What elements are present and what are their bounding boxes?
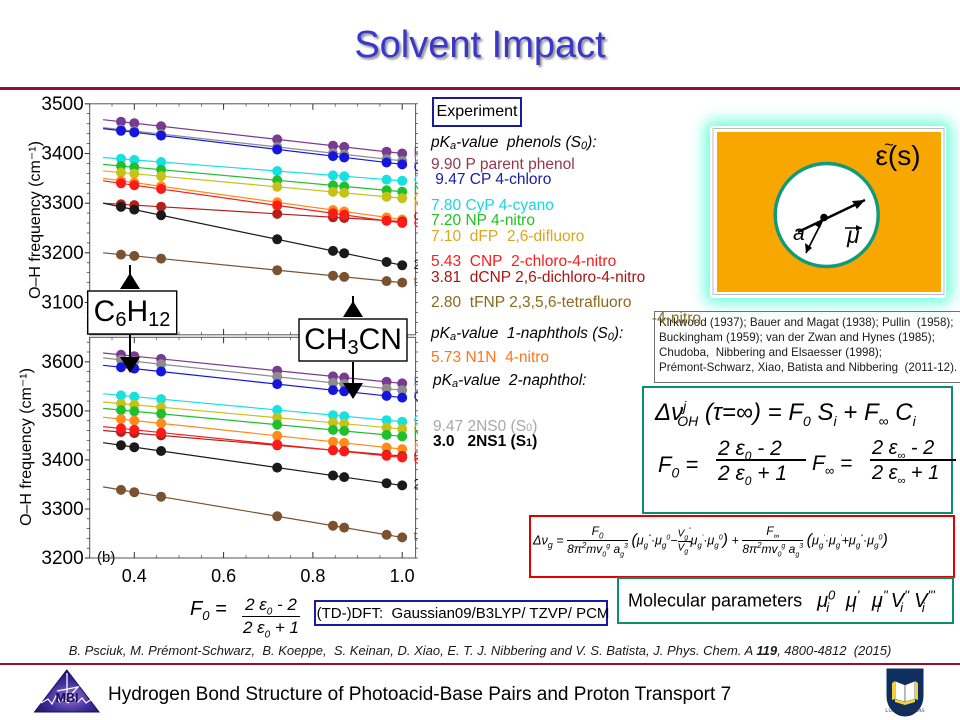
svg-text:μ: μ xyxy=(846,222,860,248)
svg-text:ε(s): ε(s) xyxy=(875,140,920,171)
svg-text:~: ~ xyxy=(884,137,893,154)
svg-text:a: a xyxy=(793,222,805,245)
